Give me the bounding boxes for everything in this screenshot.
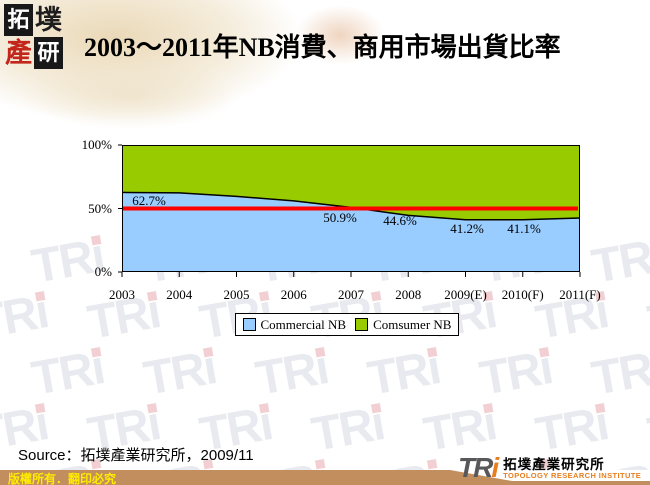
logo-char: 拓 [4,4,33,36]
data-label: 62.7% [132,193,166,208]
copyright-text: 版權所有．翻印必究 [8,472,117,485]
legend-item: Commercial NB [242,316,347,333]
logo-char: 研 [34,37,63,69]
logo-char: 產 [5,37,32,68]
x-axis-tick-label: 2004 [166,287,193,302]
logo-char: 墣 [35,4,62,35]
legend-label: Comsumer NB [373,316,452,332]
tri-logo-text: 拓墣產業研究所 TOPOLOGY RESEARCH INSTITUTE [503,455,641,480]
source-note: Source：拓墣產業研究所，2009/11 [18,447,254,464]
tri-wordmark-i: i [491,452,499,483]
data-label: 41.2% [450,221,484,236]
x-axis-tick-label: 2011(F) [559,287,601,302]
x-axis-tick-label: 2010(F) [501,287,544,302]
plot-area [118,144,581,277]
x-axis-tick-label: 2007 [338,287,364,302]
topology-logo: 拓 墣 產 研 [4,4,64,70]
y-axis-tick-label: 50% [88,200,112,216]
tri-wordmark-tr: TR [458,452,493,483]
x-axis-tick-label: 2006 [280,287,307,302]
footer-bar [0,470,650,485]
legend-swatch [242,318,256,331]
legend-label: Commercial NB [260,316,347,332]
chart-legend: Commercial NB Comsumer NB [235,313,459,336]
slide-title: 2003～2011年NB消費、商用市場出貨比率 [84,33,561,62]
legend-swatch [355,318,369,331]
tri-wordmark: TRi [458,452,499,483]
x-axis-tick-label: 2003 [109,287,135,302]
legend-item: Comsumer NB [355,317,451,333]
tri-logo-english: TOPOLOGY RESEARCH INSTITUTE [503,471,642,480]
tri-logo-chinese: 拓墣產業研究所 [503,457,605,472]
x-axis-tick-label: 2005 [223,287,250,302]
data-label: 44.6% [383,213,417,228]
x-axis-tick-label: 2009(E) [444,287,487,302]
x-axis-tick-label: 2008 [395,287,422,302]
tri-footer-logo: TRi 拓墣產業研究所 TOPOLOGY RESEARCH INSTITUTE [458,452,641,483]
data-label: 50.9% [323,210,357,225]
data-label: 41.1% [507,221,541,236]
y-axis-tick-label: 0% [94,264,112,279]
y-axis-tick-label: 100% [81,137,112,152]
